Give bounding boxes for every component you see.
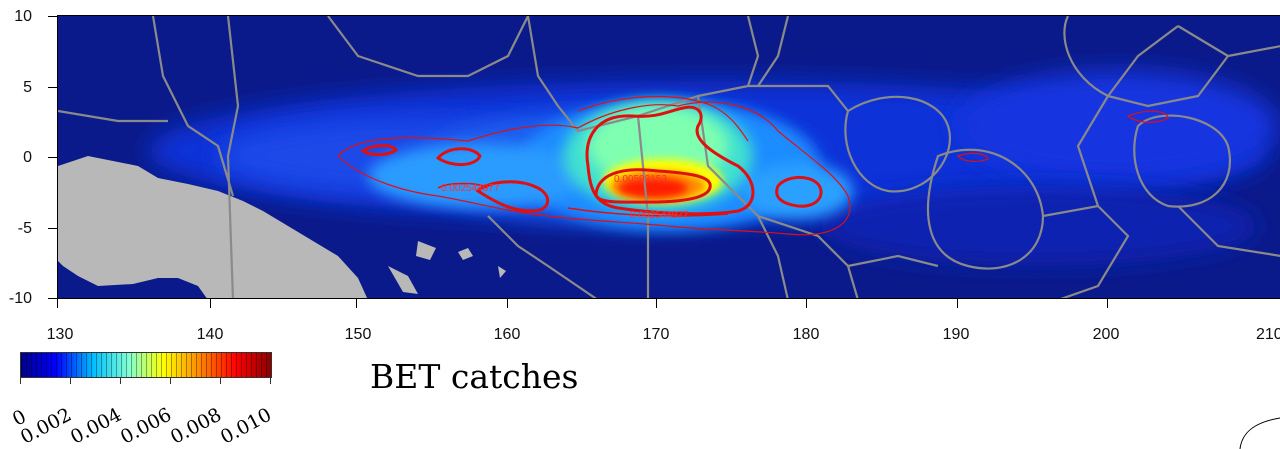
legend-label: 0.008	[166, 403, 226, 449]
legend-label: 0.004	[66, 403, 126, 449]
contour-lines	[337, 95, 1169, 236]
y-tick-mark	[48, 16, 57, 17]
contour-labels: 0.002544977 0.00593153 0.002544977	[441, 174, 689, 221]
contour-label: 0.002544977	[441, 183, 500, 194]
heatmap-svg: 0.002544977 0.00593153 0.002544977	[58, 16, 1280, 298]
legend-tick	[220, 378, 221, 384]
x-tick-mark	[507, 299, 508, 308]
eez-boundaries	[58, 16, 1280, 298]
x-tick-label: 210	[1256, 326, 1280, 343]
x-tick-mark	[957, 299, 958, 308]
legend-tick	[70, 378, 71, 384]
x-tick-label: 140	[196, 326, 224, 343]
y-tick-label: 0	[23, 149, 32, 166]
x-tick-mark	[1107, 299, 1108, 308]
x-tick-label: 190	[942, 326, 970, 343]
y-tick-label: 5	[23, 79, 32, 96]
x-tick-mark	[356, 299, 357, 308]
y-tick-mark	[48, 87, 57, 88]
legend-label: 0.006	[116, 403, 176, 449]
corner-arc-decoration	[1239, 417, 1280, 449]
y-tick-mark	[48, 298, 57, 299]
x-tick-mark	[57, 299, 58, 308]
land-layer	[58, 156, 506, 298]
y-tick-label: -10	[8, 290, 32, 307]
legend-label: 0.010	[216, 403, 276, 449]
y-tick-mark	[48, 228, 57, 229]
x-tick-label: 180	[792, 326, 820, 343]
contour-label: 0.00593153	[614, 174, 667, 185]
legend-tick	[120, 378, 121, 384]
legend-tick	[270, 378, 271, 384]
legend-label: 0.002	[16, 403, 76, 449]
y-tick-mark	[48, 157, 57, 158]
contour-label: 0.002544977	[630, 210, 689, 221]
legend-tick	[170, 378, 171, 384]
map-panel: 0.002544977 0.00593153 0.002544977	[57, 15, 1280, 299]
map-title: BET catches	[370, 357, 579, 396]
x-tick-label: 150	[344, 326, 372, 343]
x-tick-label: 170	[642, 326, 670, 343]
legend-tick	[20, 378, 21, 384]
x-tick-label: 130	[46, 326, 74, 343]
x-tick-label: 200	[1092, 326, 1120, 343]
x-tick-mark	[210, 299, 211, 308]
legend-colorbar	[20, 352, 272, 378]
x-tick-mark	[656, 299, 657, 308]
y-tick-label: 10	[14, 8, 32, 25]
x-tick-label: 160	[493, 326, 521, 343]
y-tick-label: -5	[17, 220, 32, 237]
x-tick-mark	[806, 299, 807, 308]
